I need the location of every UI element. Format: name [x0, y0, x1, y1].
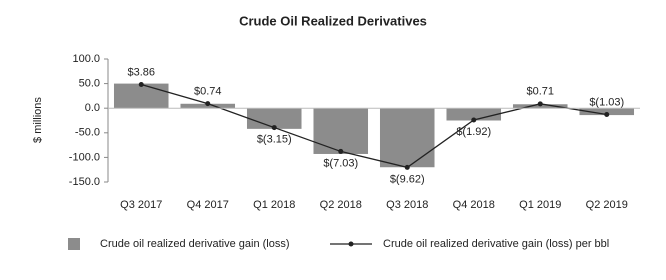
bar — [246, 108, 302, 129]
data-label: $(1.92) — [456, 126, 491, 138]
x-tick-label: Q2 2018 — [320, 199, 362, 211]
line-point — [271, 125, 277, 131]
line-point — [205, 101, 211, 107]
y-tick-label: 0.0 — [85, 102, 100, 114]
data-label: $0.71 — [526, 86, 554, 98]
line-point — [471, 117, 477, 123]
x-tick-label: Q2 2019 — [586, 199, 628, 211]
y-tick-label: 100.0 — [72, 53, 100, 65]
data-label: $0.74 — [194, 86, 222, 98]
data-label: $(1.03) — [589, 96, 624, 108]
x-tick-label: Q4 2018 — [453, 199, 495, 211]
data-label: $(3.15) — [257, 133, 292, 145]
line-point — [537, 101, 543, 107]
bar — [113, 83, 169, 109]
bar — [313, 108, 369, 154]
legend-point — [348, 241, 354, 247]
chart-title: Crude Oil Realized Derivatives — [239, 13, 427, 28]
line-point — [404, 164, 410, 170]
line-point — [138, 81, 144, 87]
line-point — [338, 148, 344, 154]
legend-swatch — [68, 238, 80, 250]
y-axis-label: $ millions — [32, 97, 44, 143]
bar — [579, 108, 635, 116]
y-tick-label: -50.0 — [75, 127, 100, 139]
line — [141, 83, 607, 169]
y-tick-label: -150.0 — [69, 176, 100, 188]
bar — [379, 108, 435, 168]
x-tick-label: Q1 2019 — [519, 199, 561, 211]
x-tick-label: Q3 2017 — [120, 199, 162, 211]
x-tick-label: Q3 2018 — [386, 199, 428, 211]
y-tick-label: -100.0 — [69, 151, 100, 163]
x-tick-label: Q4 2017 — [187, 199, 229, 211]
x-tick-label: Q1 2018 — [253, 199, 295, 211]
legend-label: Crude oil realized derivative gain (loss… — [100, 238, 290, 250]
bar — [446, 108, 502, 121]
line-point — [604, 112, 610, 118]
legend-label: Crude oil realized derivative gain (loss… — [383, 238, 609, 250]
data-label: $3.86 — [127, 66, 155, 78]
y-tick-label: 50.0 — [79, 78, 100, 90]
data-label: $(9.62) — [390, 173, 425, 185]
data-label: $(7.03) — [323, 157, 358, 169]
